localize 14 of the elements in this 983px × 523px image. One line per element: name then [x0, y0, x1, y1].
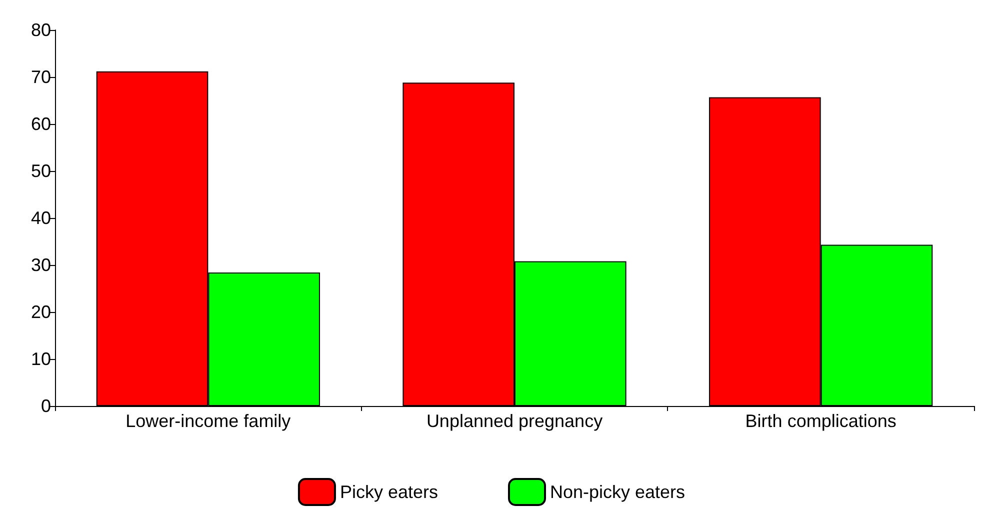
y-tick-label: 50 [30, 161, 51, 181]
x-tick-label: Unplanned pregnancy [426, 411, 603, 431]
y-tick-label: 30 [30, 255, 51, 275]
x-tick-label: Lower-income family [126, 411, 291, 431]
legend-label: Picky eaters [340, 482, 438, 502]
y-tick-label: 60 [30, 114, 51, 134]
y-tick-label: 80 [30, 20, 51, 40]
y-tick-label: 20 [30, 302, 51, 322]
y-tick-label: 10 [30, 349, 51, 369]
y-tick-label: 70 [30, 67, 51, 87]
y-tick-label: 40 [30, 208, 51, 228]
y-tick-label: 0 [40, 396, 51, 416]
x-tick-label: Birth complications [745, 411, 896, 431]
legend-label: Non-picky eaters [550, 482, 686, 502]
